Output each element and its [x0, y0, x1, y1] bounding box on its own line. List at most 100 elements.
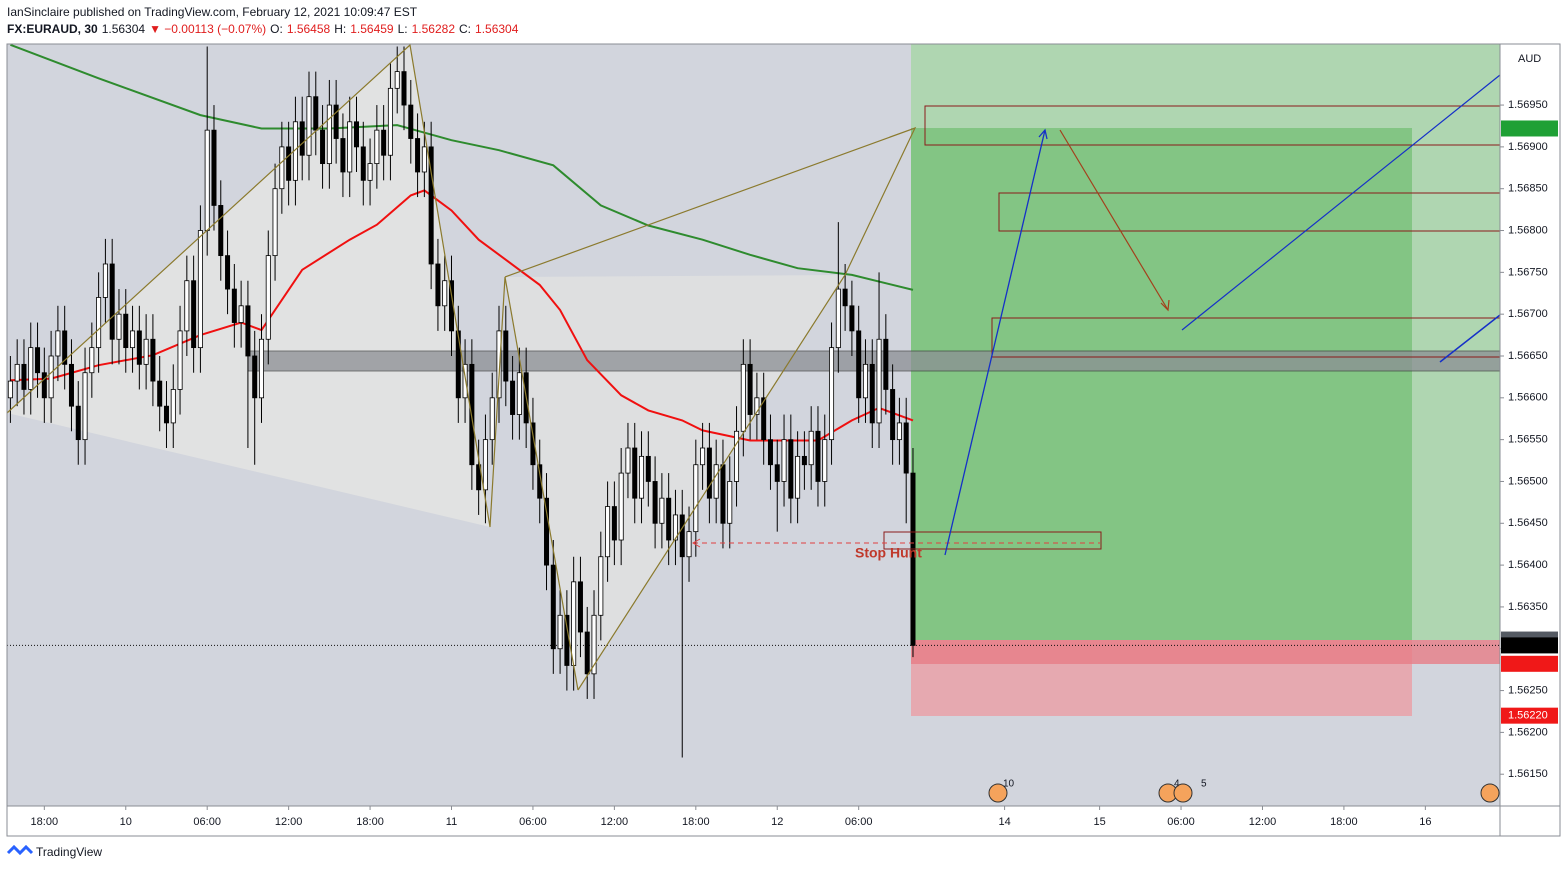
x-tick-label: 18:00: [682, 816, 710, 828]
ohlc-key: L:: [397, 22, 408, 36]
candle-body: [130, 330, 136, 349]
candle-body: [62, 330, 68, 365]
candle-body: [835, 288, 841, 349]
y-tick-label: 1.56900: [1508, 141, 1548, 153]
logo: [6, 844, 34, 856]
candle-body: [516, 372, 522, 415]
candle-body: [286, 146, 292, 181]
price-label-box: [1501, 707, 1558, 724]
candle-body: [197, 230, 203, 349]
candle-body: [564, 614, 570, 666]
candle-body: [808, 430, 814, 466]
candle-body: [842, 288, 848, 307]
moving-average: [10, 43, 914, 291]
candle-body: [618, 472, 624, 541]
candle-body: [761, 397, 767, 441]
candle-body: [706, 447, 712, 499]
y-tick-label: 1.56800: [1508, 224, 1548, 236]
candle-body: [347, 121, 353, 173]
x-tick-label: 12: [771, 816, 783, 828]
candle-body: [862, 363, 868, 399]
symbol: FX:EURAUD, 30: [7, 22, 98, 36]
candle-body: [75, 405, 81, 441]
header-line: IanSinclaire published on TradingView.co…: [7, 5, 417, 19]
candle-body: [856, 330, 862, 399]
candle-body: [415, 138, 421, 173]
candle-body: [258, 338, 264, 399]
price-label: 1.56220: [1508, 710, 1548, 722]
candle-body: [184, 280, 190, 332]
y-tick-label: 1.56250: [1508, 684, 1548, 696]
y-tick-label: 1.56550: [1508, 434, 1548, 446]
candle-body: [143, 338, 149, 365]
x-tick-label: 16: [1419, 816, 1431, 828]
candle-body: [903, 422, 909, 474]
candle-body: [7, 380, 13, 399]
candle-body: [435, 263, 441, 307]
x-tick-label: 06:00: [193, 816, 221, 828]
candle-body: [686, 531, 692, 558]
candle-body: [734, 430, 740, 482]
change: ▼ −0.00113 (−0.07%): [149, 22, 267, 36]
candle-body: [869, 363, 875, 424]
x-tick-label: 18:00: [356, 816, 384, 828]
candle-body: [374, 129, 380, 165]
annotation: Stop Hunt: [855, 545, 922, 561]
stop-zone: [911, 640, 1500, 664]
candle-body: [225, 255, 231, 290]
candle-body: [177, 330, 183, 390]
y-tick-label: 1.56450: [1508, 517, 1548, 529]
candle-body: [639, 455, 645, 499]
candle-body: [740, 363, 746, 432]
background-drawings: [7, 44, 1501, 716]
y-tick-label: 1.56600: [1508, 392, 1548, 404]
candle-body: [774, 464, 780, 482]
candle-body: [163, 405, 169, 424]
ohlc-value: 1.56282: [411, 22, 456, 36]
currency-label: AUD: [1518, 53, 1541, 65]
y-tick-label: 1.56950: [1508, 99, 1548, 111]
candle-body: [611, 506, 617, 541]
candle-body: [231, 288, 237, 323]
candle-body: [408, 104, 414, 139]
event-count: 10: [1003, 779, 1015, 790]
candle-body: [672, 514, 678, 541]
zone-box: [883, 531, 1102, 550]
candle-body: [550, 564, 556, 650]
candle-body: [598, 556, 604, 616]
projection-arrow: [1059, 129, 1169, 311]
candle-body: [204, 129, 210, 231]
x-tick-label: 06:00: [845, 816, 873, 828]
candle-body: [191, 280, 197, 349]
y-tick-label: 1.56150: [1508, 768, 1548, 780]
candle-body: [557, 614, 563, 650]
candle-body: [35, 347, 41, 374]
candle-body: [442, 280, 448, 307]
arrow-head: [1038, 128, 1048, 140]
event-icon: [988, 783, 1008, 803]
frame: [6, 43, 1561, 837]
candle-body: [252, 355, 258, 399]
x-tick-label: 12:00: [275, 816, 303, 828]
candle-body: [381, 129, 387, 156]
last-price: 1.56304: [101, 22, 146, 36]
candle-body: [299, 121, 305, 156]
y-tick-label: 1.56200: [1508, 726, 1548, 738]
candle-body: [659, 497, 665, 524]
candle-body: [462, 363, 468, 399]
candle-body: [218, 205, 224, 257]
harmonic-pattern: [504, 126, 917, 691]
ohlc-key: H:: [334, 22, 347, 36]
candle-body: [123, 313, 129, 349]
candle-body: [666, 497, 672, 541]
candle-body: [55, 330, 61, 357]
pattern-fill: [505, 275, 845, 690]
candle-body: [68, 363, 74, 407]
arrow-head: [1160, 299, 1170, 312]
candle-body: [170, 389, 176, 424]
candle-body: [21, 363, 27, 390]
candle-body: [727, 481, 733, 524]
candle-body: [306, 96, 312, 156]
candle-body: [788, 439, 794, 499]
candle-body: [109, 263, 115, 340]
